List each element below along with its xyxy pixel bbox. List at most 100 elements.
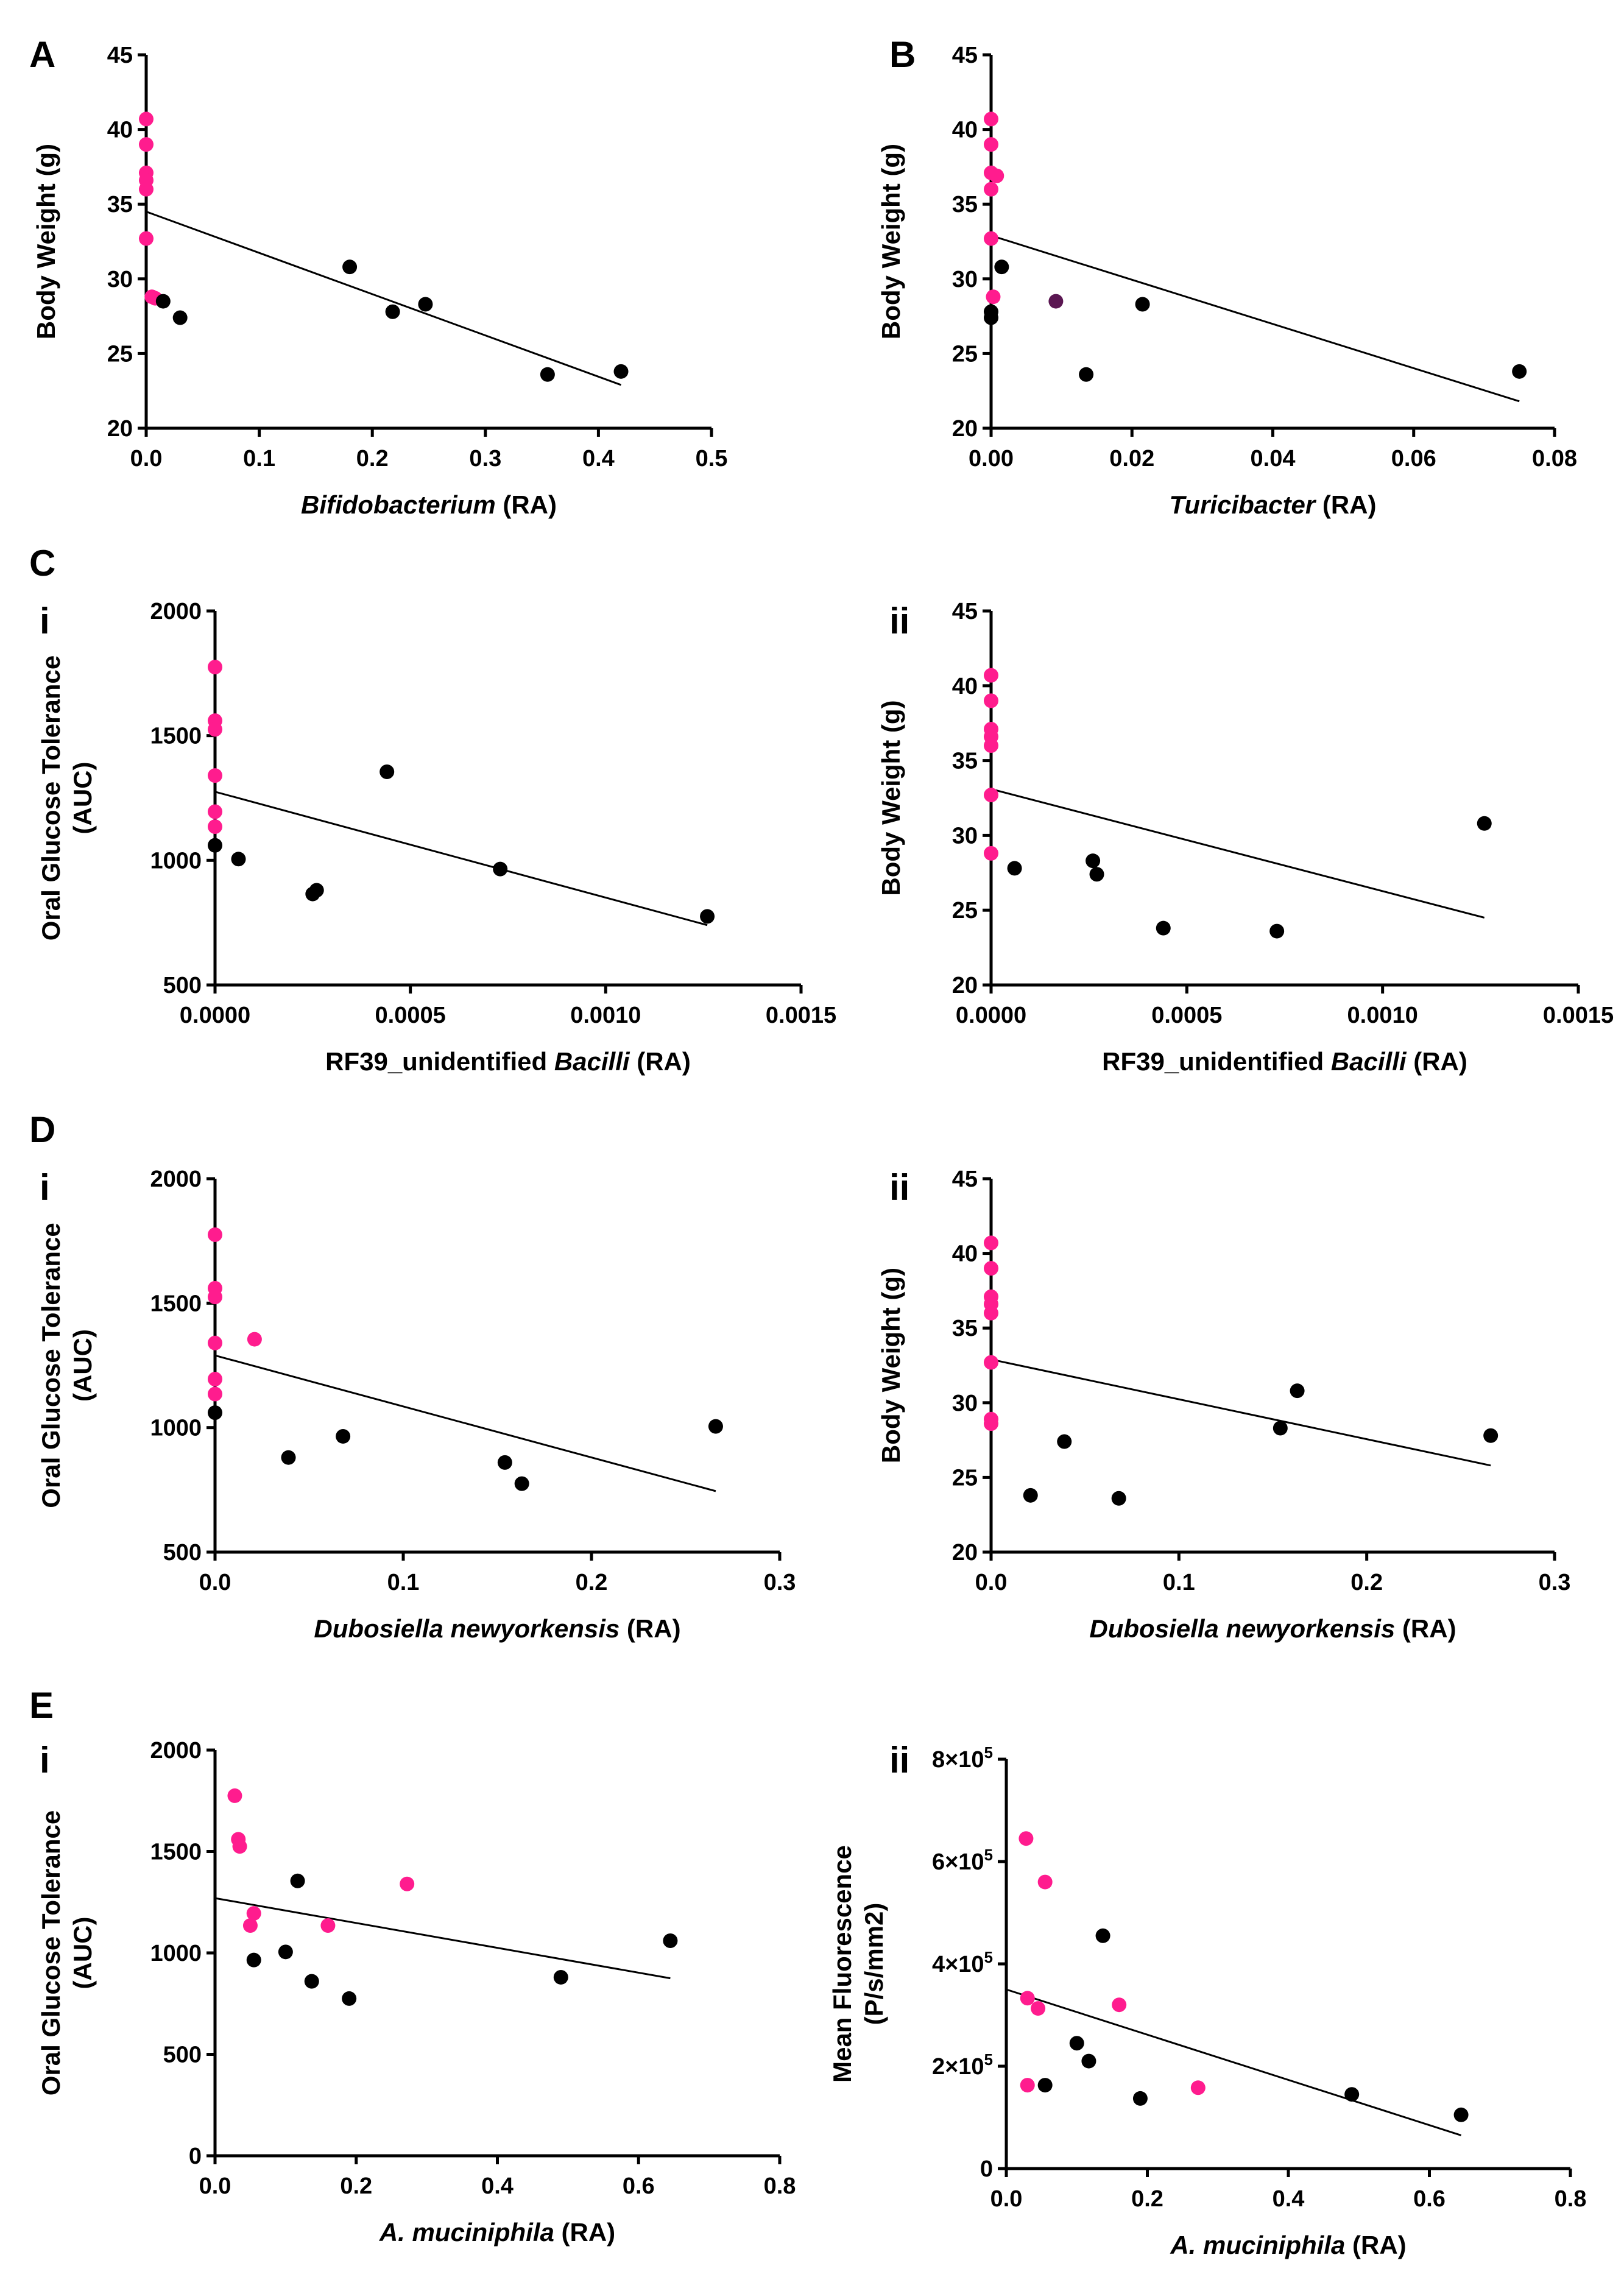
y-tick-label: 20: [952, 973, 978, 998]
panel-sublabel-e-i: i: [40, 1740, 50, 1781]
y-tick-label: 500: [163, 973, 202, 998]
regression-line: [214, 791, 708, 927]
x-axis-label: RF39_unidentified Bacilli (RA): [1102, 1047, 1467, 1076]
data-point-pink: [232, 1839, 247, 1854]
y-tick-label: 0: [980, 2156, 993, 2182]
data-point-black: [497, 1455, 512, 1470]
panel-label-c-i: C: [29, 543, 55, 584]
y-tick-label: 8×105: [932, 1743, 993, 1773]
regression-line: [146, 211, 622, 386]
data-point-black: [1007, 861, 1022, 876]
x-axis-label: Bifidobacterium (RA): [301, 490, 557, 519]
data-point-black: [663, 1933, 678, 1949]
regression-line: [990, 788, 1485, 919]
panel-label-b: B: [889, 34, 916, 75]
chart-panel-c-ii: ii 20 25 30 35 40 45 0.0000 0.0005 0.0010 0.0015 RF…: [877, 599, 1614, 1076]
data-point-pink: [1019, 1831, 1034, 1846]
data-point-pink: [208, 1227, 222, 1242]
y-tick-label: 40: [952, 1241, 978, 1267]
data-point-black: [1132, 2091, 1148, 2106]
y-tick-label: 25: [952, 341, 978, 367]
data-point-black: [1023, 1488, 1038, 1503]
y-axis-label: Oral Glucose Tolerance (AUC): [37, 1223, 97, 1508]
y-tick-label: 2×105: [932, 2050, 993, 2080]
data-point-pink: [208, 722, 222, 737]
data-point-black: [342, 1991, 357, 2006]
y-axis-label: Oral Glucose Tolerance (AUC): [37, 1810, 97, 2095]
data-point-pink: [1031, 2001, 1046, 2016]
y-tick-label: 25: [952, 1465, 978, 1491]
data-point-pink: [984, 1261, 998, 1276]
chart-panel-d-i: Di 500 1000 1500 2000 0.0 0.1 0.2 0.3 Dubosiella …: [29, 1109, 796, 1643]
data-point-purple: [1048, 294, 1064, 309]
x-tick-label: 0.1: [243, 446, 275, 471]
x-tick-label: 0.8: [764, 2173, 796, 2199]
data-point-pink: [984, 788, 998, 803]
y-tick-label: 2000: [150, 1738, 202, 1763]
x-tick-label: 0.4: [481, 2173, 514, 2199]
chart-panel-d-ii: ii 20 25 30 35 40 45 0.0 0.1 0.2 0.3 Dubosiella new…: [877, 1167, 1570, 1643]
x-tick-label: 0.2: [576, 1570, 608, 1595]
regression-line: [1006, 1988, 1462, 2136]
data-point-black: [304, 1974, 319, 1989]
x-tick-label: 0.0: [130, 446, 163, 471]
data-point-pink: [139, 137, 154, 152]
data-point-pink: [984, 1355, 998, 1370]
data-point-black: [493, 861, 508, 877]
y-tick-label: 1500: [150, 724, 202, 749]
data-point-pink: [989, 168, 1004, 183]
chart-panel-e-ii: ii 0 2×105 4×105 6×105 8×105 0.0 0.2 0.4 0.6 0.8 A.…: [828, 1740, 1586, 2259]
data-point-pink: [208, 660, 222, 675]
data-point-pink: [247, 1332, 262, 1347]
x-axis-label: Dubosiella newyorkensis (RA): [314, 1614, 680, 1643]
y-tick-label: 30: [952, 267, 978, 292]
data-point-black: [1079, 367, 1094, 382]
y-tick-label: 500: [163, 1540, 202, 1566]
x-axis-label: A. muciniphila (RA): [1170, 2231, 1406, 2259]
x-tick-label: 0.06: [1391, 446, 1436, 471]
data-point-black: [281, 1450, 296, 1465]
y-tick-label: 1000: [150, 1941, 202, 1966]
data-point-black: [1111, 1491, 1126, 1506]
data-point-black: [1037, 2078, 1053, 2093]
y-tick-label: 45: [952, 43, 978, 68]
x-tick-label: 0.0005: [375, 1003, 446, 1028]
x-tick-label: 0.00: [969, 446, 1014, 471]
data-point-pink: [139, 231, 154, 246]
data-point-pink: [984, 1416, 998, 1431]
data-point-black: [994, 259, 1009, 275]
data-point-black: [1269, 923, 1285, 939]
data-point-pink: [984, 1235, 998, 1251]
data-point-pink: [208, 819, 222, 835]
data-point-pink: [208, 1335, 222, 1350]
y-tick-label: 1000: [150, 1416, 202, 1441]
y-axis-label: Body Weight (g): [32, 144, 60, 339]
x-tick-label: 0.1: [387, 1570, 420, 1595]
x-tick-label: 0.4: [582, 446, 615, 471]
data-point-pink: [984, 1305, 998, 1321]
data-point-pink: [986, 289, 1001, 305]
y-tick-label: 2000: [150, 599, 202, 624]
x-tick-label: 0.08: [1532, 446, 1577, 471]
x-tick-label: 0.2: [1350, 1570, 1383, 1595]
x-tick-label: 0.2: [1131, 2186, 1163, 2212]
data-point-black: [231, 852, 246, 867]
y-tick-label: 40: [952, 674, 978, 699]
y-tick-label: 500: [163, 2042, 202, 2068]
data-point-pink: [208, 1371, 222, 1386]
x-tick-label: 0.0: [975, 1570, 1008, 1595]
data-point-black: [208, 1405, 222, 1421]
data-point-black: [309, 883, 324, 898]
data-point-black: [1344, 2087, 1360, 2102]
data-point-pink: [139, 111, 154, 127]
data-point-black: [540, 367, 555, 382]
y-tick-label: 40: [952, 118, 978, 143]
y-tick-label: 35: [952, 749, 978, 774]
panel-sublabel-e-ii: ii: [889, 1740, 909, 1781]
y-tick-label: 25: [107, 341, 133, 367]
data-point-pink: [984, 845, 998, 861]
data-point-black: [708, 1419, 723, 1434]
regression-line: [214, 1354, 716, 1492]
x-tick-label: 0.1: [1163, 1570, 1195, 1595]
data-point-black: [342, 259, 358, 275]
